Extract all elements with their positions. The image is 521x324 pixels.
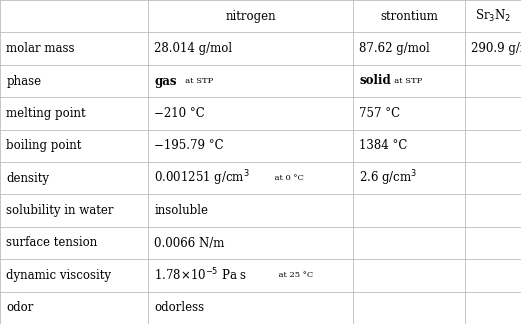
- Text: 290.9 g/mol: 290.9 g/mol: [472, 42, 521, 55]
- Text: at 25 °C: at 25 °C: [276, 272, 314, 279]
- Text: 2.6 g/cm$^3$: 2.6 g/cm$^3$: [359, 168, 417, 188]
- Text: phase: phase: [6, 75, 41, 87]
- Text: 757 °C: 757 °C: [359, 107, 400, 120]
- Text: 87.62 g/mol: 87.62 g/mol: [359, 42, 430, 55]
- Text: odor: odor: [6, 301, 34, 314]
- Text: solid: solid: [359, 75, 391, 87]
- Text: dynamic viscosity: dynamic viscosity: [6, 269, 111, 282]
- Text: odorless: odorless: [154, 301, 204, 314]
- Text: gas: gas: [154, 75, 177, 87]
- Text: at STP: at STP: [389, 77, 423, 85]
- Text: 1.78$\times$10$^{-5}$ Pa s: 1.78$\times$10$^{-5}$ Pa s: [154, 267, 247, 284]
- Text: at STP: at STP: [180, 77, 214, 85]
- Text: density: density: [6, 172, 49, 185]
- Text: solubility in water: solubility in water: [6, 204, 114, 217]
- Text: 0.001251 g/cm$^3$: 0.001251 g/cm$^3$: [154, 168, 250, 188]
- Text: nitrogen: nitrogen: [225, 10, 276, 23]
- Text: insoluble: insoluble: [154, 204, 208, 217]
- Text: molar mass: molar mass: [6, 42, 75, 55]
- Text: at 0 °C: at 0 °C: [272, 174, 304, 182]
- Text: −210 °C: −210 °C: [154, 107, 205, 120]
- Text: boiling point: boiling point: [6, 139, 82, 152]
- Text: Sr$_3$N$_2$: Sr$_3$N$_2$: [475, 8, 511, 24]
- Text: surface tension: surface tension: [6, 237, 97, 249]
- Text: 0.0066 N/m: 0.0066 N/m: [154, 237, 225, 249]
- Text: 28.014 g/mol: 28.014 g/mol: [154, 42, 232, 55]
- Text: 1384 °C: 1384 °C: [359, 139, 407, 152]
- Text: −195.79 °C: −195.79 °C: [154, 139, 224, 152]
- Text: strontium: strontium: [380, 10, 438, 23]
- Text: melting point: melting point: [6, 107, 86, 120]
